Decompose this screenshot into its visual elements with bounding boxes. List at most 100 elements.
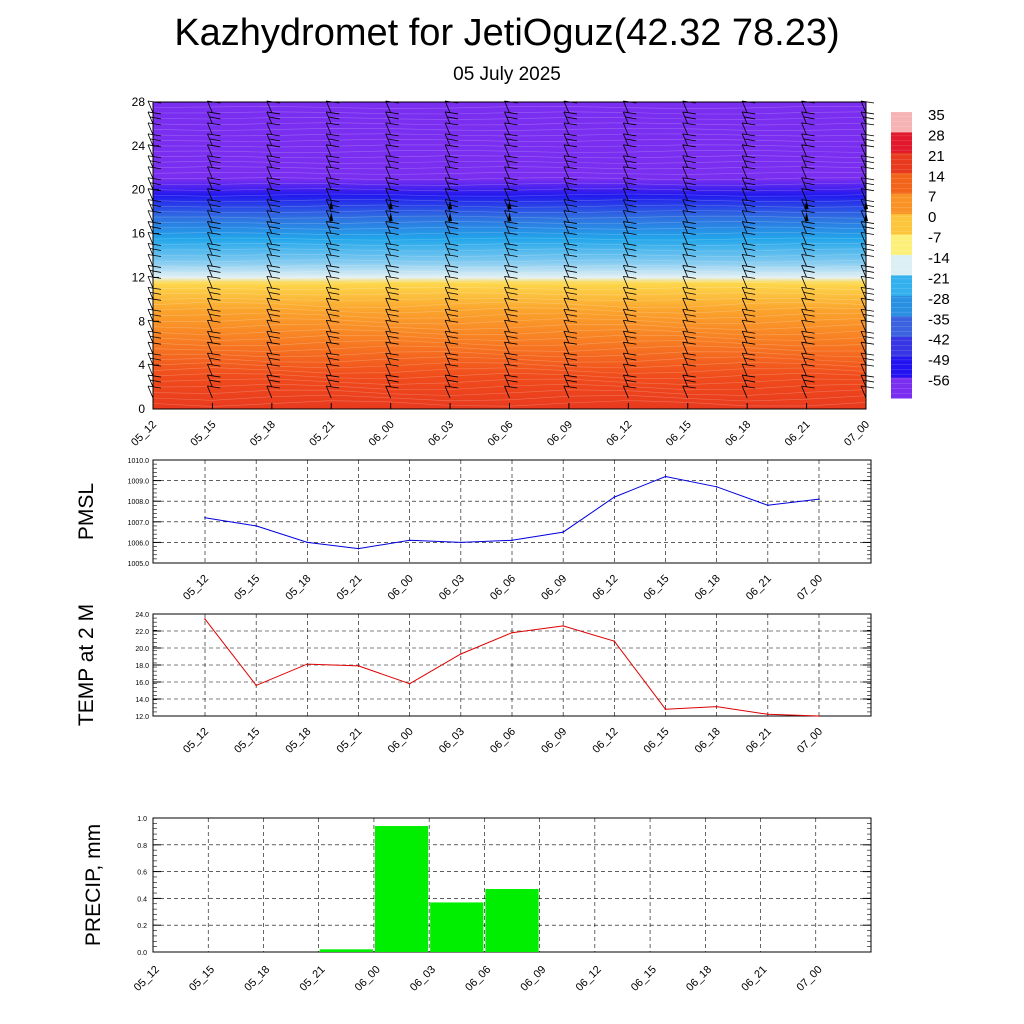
wind-barb — [682, 352, 696, 366]
wind-barb — [860, 221, 875, 234]
wind-pennant — [804, 212, 809, 222]
wind-barb — [207, 374, 221, 388]
wind-barb — [504, 319, 518, 333]
wind-barb — [325, 243, 340, 256]
contour-line — [152, 378, 867, 385]
wind-barb — [147, 341, 162, 355]
wind-barb — [622, 155, 637, 168]
wind-barb — [504, 243, 518, 256]
wind-barb — [622, 177, 637, 190]
wind-barb — [682, 177, 696, 190]
x-tick-label: 06_00 — [353, 964, 383, 994]
contour-line — [152, 334, 867, 342]
wind-barb — [385, 385, 399, 399]
wind-barb — [207, 122, 221, 136]
contour-line — [152, 133, 867, 137]
wind-barb — [563, 199, 577, 212]
wind-barb — [266, 297, 280, 311]
wind-barb — [325, 133, 340, 147]
wind-barb — [622, 286, 637, 300]
wind-pennant — [804, 200, 809, 210]
y-axis-label: PRECIP, mm — [82, 824, 105, 946]
x-tick-label: 07_00 — [842, 419, 872, 449]
wind-barb — [563, 286, 577, 300]
wind-barb — [563, 254, 577, 267]
x-tick-label: 05_18 — [242, 964, 272, 994]
wind-barb — [801, 374, 815, 388]
wind-barb — [147, 330, 162, 344]
wind-barb — [385, 155, 399, 168]
wind-barb — [385, 330, 399, 344]
contour-line — [152, 171, 867, 175]
wind-barb — [325, 363, 340, 377]
wind-barb — [682, 297, 696, 311]
wind-barb — [207, 166, 221, 179]
wind-barb — [444, 275, 459, 289]
wind-barb — [622, 199, 637, 212]
data-point — [255, 525, 257, 527]
wind-barb — [563, 385, 577, 399]
colorbar-label: -7 — [928, 230, 941, 247]
contour-line — [152, 105, 867, 110]
wind-barb — [266, 243, 280, 256]
x-tick-label: 06_15 — [642, 573, 672, 603]
y-tick-label: 16.0 — [135, 680, 149, 687]
contour-line — [152, 383, 867, 391]
wind-barb — [325, 144, 340, 157]
wind-barb — [207, 363, 221, 377]
wind-barb — [207, 188, 221, 201]
wind-barb — [563, 363, 577, 377]
data-point — [460, 653, 462, 655]
colorbar-label: 0 — [928, 209, 936, 226]
wind-barb — [385, 199, 399, 212]
wind-barb — [622, 265, 637, 278]
x-tick-label: 05_15 — [187, 964, 217, 994]
wind-barb — [444, 144, 459, 157]
wind-barb — [325, 177, 340, 190]
wind-barb — [801, 254, 815, 267]
wind-barb — [385, 177, 399, 190]
wind-barb — [682, 232, 696, 245]
y-tick-label: 22.0 — [135, 629, 149, 636]
wind-barb — [682, 221, 696, 234]
wind-barb — [444, 341, 459, 355]
data-point — [511, 631, 513, 634]
y-tick-label: 0 — [138, 402, 145, 416]
wind-barb — [801, 177, 815, 190]
wind-barb — [385, 363, 399, 377]
x-tick-label: 06_06 — [486, 419, 516, 449]
wind-pennant — [448, 200, 453, 210]
data-point — [511, 539, 513, 542]
data-point — [664, 708, 667, 710]
data-point — [613, 496, 616, 498]
data-point — [818, 498, 820, 500]
wind-barb — [741, 210, 756, 223]
data-point — [357, 665, 360, 667]
wind-barb — [801, 352, 815, 366]
wind-barb — [860, 100, 875, 114]
wind-barb — [860, 122, 875, 136]
wind-barb — [385, 133, 399, 147]
wind-barb — [385, 144, 399, 157]
wind-barb — [682, 319, 696, 333]
wind-barb — [741, 363, 756, 377]
wind-barb — [801, 122, 815, 136]
wind-barb — [147, 221, 162, 234]
wind-barb — [504, 133, 518, 147]
colorbar-label: -21 — [928, 270, 950, 287]
x-tick-label: 06_09 — [539, 726, 569, 756]
wind-barb — [207, 265, 221, 278]
wind-barb — [622, 221, 637, 234]
data-point — [715, 485, 718, 488]
wind-barb — [207, 232, 221, 245]
wind-barb — [741, 166, 756, 179]
wind-barb — [504, 265, 518, 278]
wind-barb — [682, 144, 696, 157]
wind-barb — [563, 330, 577, 344]
x-tick-label: 05_12 — [181, 573, 211, 603]
wind-barb — [563, 319, 577, 333]
y-tick-label: 0.0 — [137, 950, 147, 957]
wind-barb — [801, 341, 815, 355]
y-tick-label: 1005.0 — [128, 561, 150, 568]
